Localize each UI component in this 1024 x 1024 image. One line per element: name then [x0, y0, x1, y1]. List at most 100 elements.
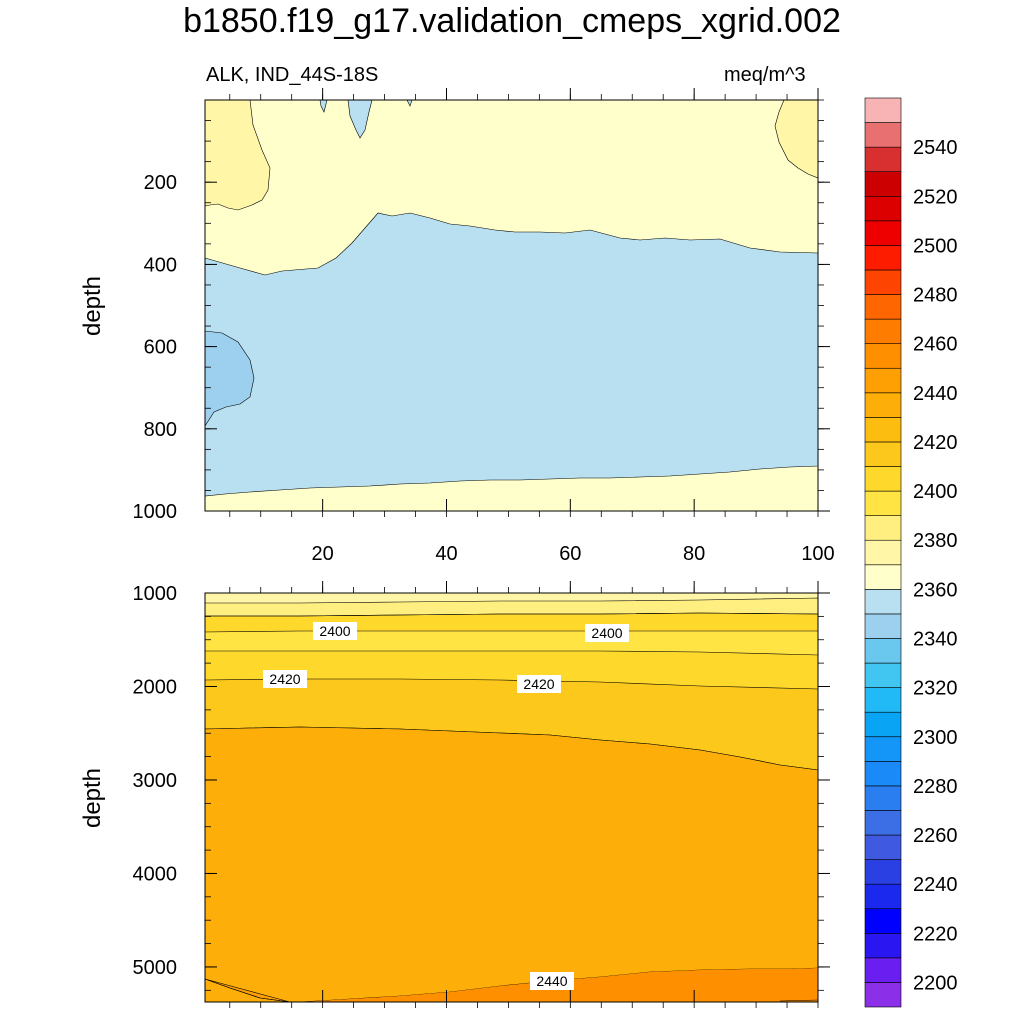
- upper-fill-2360-2370: [204, 212, 819, 497]
- colorbar-swatch: [864, 392, 902, 418]
- colorbar-label: 2480: [913, 285, 958, 307]
- units-label: meq/m^3: [724, 64, 806, 86]
- svg-text:2440: 2440: [536, 973, 567, 989]
- lower-frame: [204, 592, 819, 1003]
- colorbar-swatch: [864, 146, 902, 173]
- colorbar-swatch: [864, 982, 902, 1008]
- x-tick-label: 40: [435, 543, 457, 565]
- upper-fill-2350-2360: [204, 330, 255, 428]
- y-tick-label: 3000: [133, 770, 178, 792]
- colorbar-swatch: [864, 539, 902, 566]
- lower-contour-2440: [204, 978, 291, 1003]
- colorbar-swatch: [864, 711, 902, 738]
- colorbar-swatch: [864, 466, 902, 492]
- upper-y-axis-title: depth: [79, 276, 106, 336]
- svg-text:2400: 2400: [591, 625, 622, 641]
- colorbar-label: 2200: [913, 972, 958, 994]
- x-tick-labels: 20 40 60 80 100: [312, 543, 835, 565]
- svg-text:2420: 2420: [269, 671, 300, 687]
- colorbar-swatch: [864, 834, 902, 860]
- colorbar-swatch: [864, 245, 902, 271]
- upper-fill-2380-2390-left: [204, 99, 271, 211]
- colorbar-swatch: [864, 441, 902, 467]
- colorbar-swatch: [864, 810, 902, 836]
- colorbar-label: 2240: [913, 874, 958, 896]
- colorbar-labels: 2200 2220 2240 2260 2280 2300 2320 2340 2360 2380…: [913, 137, 958, 994]
- colorbar-swatch: [864, 97, 902, 123]
- colorbar-swatch: [864, 736, 902, 762]
- colorbar-swatch: [864, 883, 902, 910]
- contour-label-2400-left: 2400: [313, 622, 357, 640]
- colorbar-swatch: [864, 638, 902, 664]
- colorbar-swatch: [864, 318, 902, 344]
- x-tick-label: 100: [801, 543, 834, 565]
- upper-panel: 200 400 600 800 1000 depth: [79, 88, 830, 523]
- colorbar-label: 2340: [913, 628, 958, 650]
- colorbar-swatch: [864, 785, 902, 811]
- contour-label-2440: 2440: [530, 972, 574, 990]
- x-tick-label: 20: [312, 543, 334, 565]
- colorbar-swatch: [864, 122, 902, 148]
- svg-text:2420: 2420: [523, 676, 554, 692]
- lower-fill-2380-2390: [205, 593, 818, 603]
- colorbar: [864, 97, 902, 1008]
- colorbar-swatch: [864, 343, 902, 369]
- contour-label-2420-right: 2420: [517, 675, 561, 693]
- y-tick-label: 600: [144, 337, 177, 359]
- colorbar-swatch: [864, 220, 902, 246]
- colorbar-label: 2260: [913, 825, 958, 847]
- colorbar-swatch: [864, 687, 902, 713]
- y-tick-label: 5000: [133, 957, 178, 979]
- colorbar-swatch: [864, 859, 902, 885]
- y-tick-label: 800: [144, 419, 177, 441]
- colorbar-label: 2440: [913, 383, 958, 405]
- upper-fill-2360-2370-surface: [347, 99, 373, 139]
- colorbar-swatch: [864, 613, 902, 639]
- lower-panel: 2400 2400 2420 2420 2440 1000 2000 3000 400…: [79, 581, 830, 1008]
- colorbar-swatch: [864, 564, 902, 590]
- colorbar-swatch: [864, 417, 902, 443]
- colorbar-label: 2220: [913, 923, 958, 945]
- variable-region-label: ALK, IND_44S-18S: [206, 64, 379, 86]
- colorbar-label: 2320: [913, 678, 958, 700]
- colorbar-swatch: [864, 367, 902, 394]
- colorbar-swatch: [864, 957, 902, 983]
- y-tick-label: 1000: [133, 501, 178, 523]
- lower-fill-2420-2430: [204, 726, 819, 1003]
- y-tick-label: 200: [144, 172, 177, 194]
- colorbar-label: 2420: [913, 432, 958, 454]
- y-tick-label: 2000: [133, 676, 178, 698]
- colorbar-swatch: [864, 515, 902, 541]
- colorbar-label: 2460: [913, 334, 958, 356]
- colorbar-swatch: [864, 294, 902, 320]
- y-tick-label: 4000: [133, 863, 178, 885]
- colorbar-label: 2500: [913, 235, 958, 257]
- upper-fill-2380-2390-right: [774, 99, 819, 179]
- lower-contour-top: [205, 612, 819, 617]
- colorbar-label: 2280: [913, 776, 958, 798]
- chart-title: b1850.f19_g17.validation_cmeps_xgrid.002: [183, 2, 841, 40]
- colorbar-label: 2400: [913, 481, 958, 503]
- colorbar-label: 2380: [913, 530, 958, 552]
- x-tick-label: 60: [559, 543, 581, 565]
- colorbar-label: 2300: [913, 727, 958, 749]
- colorbar-swatch: [864, 171, 902, 197]
- lower-contour-bottom: [779, 999, 819, 1002]
- colorbar-swatch: [864, 195, 902, 222]
- colorbar-swatch: [864, 490, 902, 516]
- colorbar-swatch: [864, 589, 902, 615]
- colorbar-swatch: [864, 761, 902, 787]
- svg-text:2400: 2400: [319, 623, 350, 639]
- colorbar-swatch: [864, 932, 902, 959]
- colorbar-swatch: [864, 662, 902, 688]
- y-tick-label: 1000: [133, 583, 178, 605]
- contour-label-2420-left: 2420: [263, 670, 307, 688]
- colorbar-swatch: [864, 269, 902, 295]
- colorbar-label: 2520: [913, 186, 958, 208]
- contour-label-2400-right: 2400: [585, 624, 629, 642]
- lower-tick-marks: 1000 2000 3000 4000 5000: [133, 581, 830, 1008]
- colorbar-label: 2540: [913, 137, 958, 159]
- colorbar-swatch: [864, 908, 902, 934]
- x-tick-label: 80: [683, 543, 705, 565]
